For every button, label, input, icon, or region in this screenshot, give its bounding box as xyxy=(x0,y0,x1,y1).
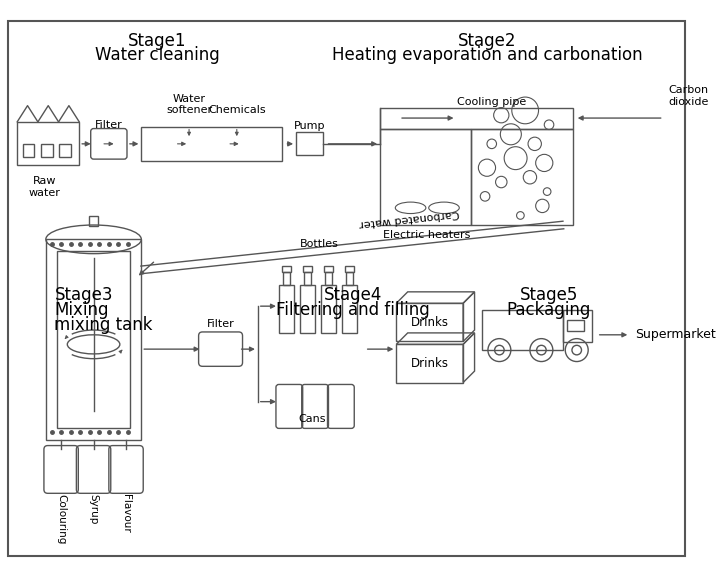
Text: Flavour: Flavour xyxy=(121,494,131,533)
Bar xyxy=(283,272,290,285)
Bar xyxy=(17,122,79,165)
Bar xyxy=(279,285,294,333)
Text: Mixing: Mixing xyxy=(54,301,109,319)
Bar xyxy=(141,127,282,161)
Bar xyxy=(321,285,336,333)
Bar xyxy=(23,144,34,157)
Bar xyxy=(46,239,141,440)
Text: Carbon
dioxide: Carbon dioxide xyxy=(668,85,709,107)
Bar xyxy=(563,310,592,342)
Bar xyxy=(282,266,291,272)
Text: Filtering and filling: Filtering and filling xyxy=(276,301,430,319)
Text: Filter: Filter xyxy=(95,120,123,130)
Text: Syrup: Syrup xyxy=(88,494,99,524)
Bar xyxy=(302,266,312,272)
Bar xyxy=(380,107,573,129)
Text: Heating evaporation and carbonation: Heating evaporation and carbonation xyxy=(331,46,642,64)
Bar xyxy=(346,272,353,285)
Text: Stage1: Stage1 xyxy=(128,32,187,50)
Text: Chemicals: Chemicals xyxy=(208,105,265,115)
Bar xyxy=(41,144,52,157)
Text: Raw
water: Raw water xyxy=(29,177,61,198)
Text: Water cleaning: Water cleaning xyxy=(95,46,220,64)
Bar xyxy=(567,320,584,331)
Text: Carbonated water: Carbonated water xyxy=(359,208,460,228)
Text: mixing tank: mixing tank xyxy=(54,316,153,334)
Text: Cans: Cans xyxy=(299,414,326,424)
Text: Colouring: Colouring xyxy=(56,494,66,545)
Text: Stage5: Stage5 xyxy=(520,286,579,304)
Text: Packaging: Packaging xyxy=(507,301,591,319)
Text: Cooling pipe: Cooling pipe xyxy=(457,97,526,107)
Bar xyxy=(341,285,357,333)
Text: Drinks: Drinks xyxy=(410,357,449,370)
Text: Stage2: Stage2 xyxy=(457,32,516,50)
Text: Bottles: Bottles xyxy=(299,239,339,249)
Bar xyxy=(482,310,563,350)
Text: Supermarket: Supermarket xyxy=(635,328,716,342)
Bar xyxy=(397,304,463,342)
Text: Drinks: Drinks xyxy=(410,316,449,329)
Text: Pump: Pump xyxy=(294,121,325,131)
Text: Stage4: Stage4 xyxy=(324,286,383,304)
Bar xyxy=(88,216,99,226)
Bar xyxy=(57,251,130,428)
Text: Filter: Filter xyxy=(207,319,234,329)
Text: Stage3: Stage3 xyxy=(54,286,113,304)
Text: Electric heaters: Electric heaters xyxy=(383,230,471,239)
Bar xyxy=(344,266,355,272)
Bar xyxy=(397,344,463,383)
Bar xyxy=(323,266,334,272)
Text: Water
softener: Water softener xyxy=(166,93,212,115)
Bar xyxy=(380,129,471,225)
Bar xyxy=(296,132,323,155)
Bar xyxy=(471,129,573,225)
Bar xyxy=(300,285,315,333)
Bar xyxy=(325,272,332,285)
Bar xyxy=(59,144,70,157)
Bar xyxy=(304,272,311,285)
